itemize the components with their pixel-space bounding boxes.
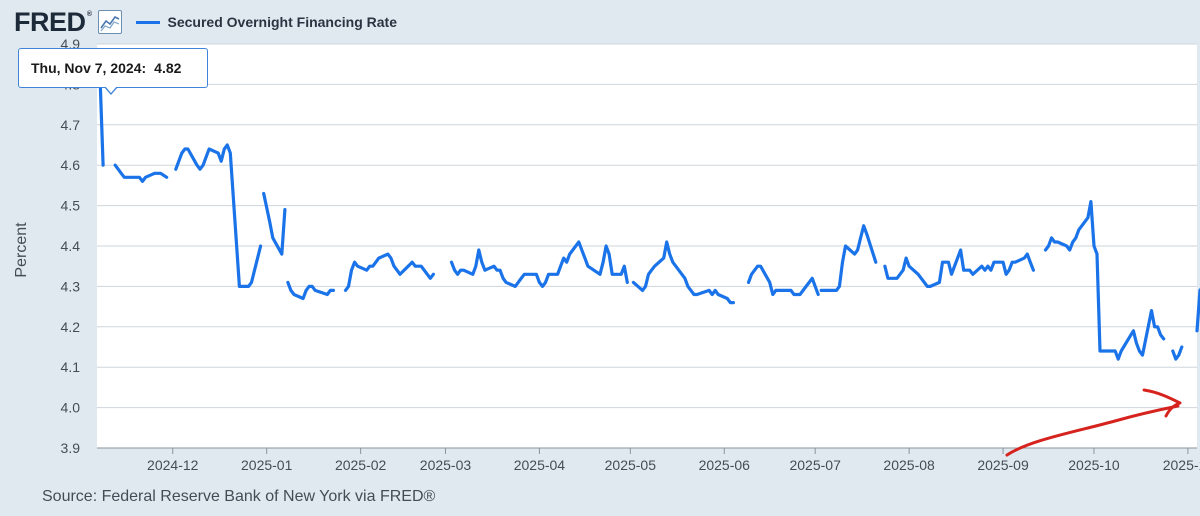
y-tick-label: 4.7 <box>61 117 81 133</box>
series-line-segment[interactable] <box>883 248 1036 288</box>
y-tick-label: 4.5 <box>61 198 81 214</box>
series-line-segment[interactable] <box>631 240 736 305</box>
y-axis-label: Percent <box>13 222 30 278</box>
tooltip-value: 4.82 <box>154 60 182 76</box>
fred-graph-icon-svg <box>99 15 119 32</box>
x-tick-label: 2025-01 <box>241 457 293 473</box>
series-line-segment[interactable] <box>343 252 435 292</box>
series-line-segment[interactable] <box>174 143 263 288</box>
x-tick-label: 2024-12 <box>147 457 199 473</box>
series-layer[interactable] <box>98 74 1200 444</box>
annotation-arrow-head <box>1142 388 1182 418</box>
x-tick-labels: 2024-12 2025-01 2025-02 2025-03 2025-04 2025-… <box>97 447 1200 473</box>
x-tick-label: 2025-03 <box>420 457 472 473</box>
legend: Secured Overnight Financing Rate <box>135 14 398 30</box>
y-tick-label: 3.9 <box>61 440 81 456</box>
legend-label: Secured Overnight Financing Rate <box>167 14 398 30</box>
series-line-segment[interactable] <box>98 74 105 167</box>
tooltip-date: Thu, Nov 7, 2024: <box>31 60 147 76</box>
x-tick-label: 2025-11 <box>1163 457 1200 473</box>
y-tick-label: 4.4 <box>61 238 81 254</box>
y-tick-label: 4.2 <box>61 319 81 335</box>
series-line-segment[interactable] <box>262 191 287 256</box>
annotation-layer <box>1005 388 1182 457</box>
series-line-segment[interactable] <box>1171 345 1184 361</box>
grid-layer <box>97 43 1197 449</box>
x-tick-label: 2025-07 <box>789 457 841 473</box>
legend-swatch <box>135 20 160 24</box>
annotation-arrow-shaft <box>1005 404 1180 457</box>
series-line-segment[interactable] <box>746 264 820 297</box>
tooltip-pointer <box>104 86 118 95</box>
x-tick-label: 2025-08 <box>883 457 935 473</box>
y-tick-labels: 3.94.04.14.24.34.44.54.64.74.84.9 <box>61 36 81 456</box>
x-tick-label: 2025-05 <box>605 457 657 473</box>
x-tick-label: 2025-04 <box>514 457 566 473</box>
y-tick-label: 4.3 <box>61 278 81 294</box>
y-tick-label: 4.0 <box>61 400 81 416</box>
series-line-segment[interactable] <box>286 280 335 301</box>
fred-logo-trademark: ® <box>86 10 92 18</box>
series-line-segment[interactable] <box>449 240 629 288</box>
y-tick-label: 4.1 <box>61 359 81 375</box>
tooltip: Thu, Nov 7, 2024: 4.82 <box>18 48 208 88</box>
x-tick-label: 2025-09 <box>977 457 1029 473</box>
x-tick-label: 2025-02 <box>335 457 387 473</box>
series-line-segment[interactable] <box>113 163 169 183</box>
x-tick-label: 2025-06 <box>699 457 751 473</box>
source-note: Source: Federal Reserve Bank of New York… <box>42 488 436 505</box>
series-line-segment[interactable] <box>1043 200 1166 361</box>
y-tick-label: 4.6 <box>61 157 81 173</box>
x-tick-label: 2025-10 <box>1068 457 1120 473</box>
chart-header: FRED ® Secured Overnight Financing Rate <box>14 6 398 38</box>
series-line-segment[interactable] <box>819 224 878 292</box>
fred-logo-text: FRED <box>14 6 86 37</box>
fred-graph-icon <box>97 10 122 34</box>
fred-logo: FRED ® <box>14 6 92 38</box>
